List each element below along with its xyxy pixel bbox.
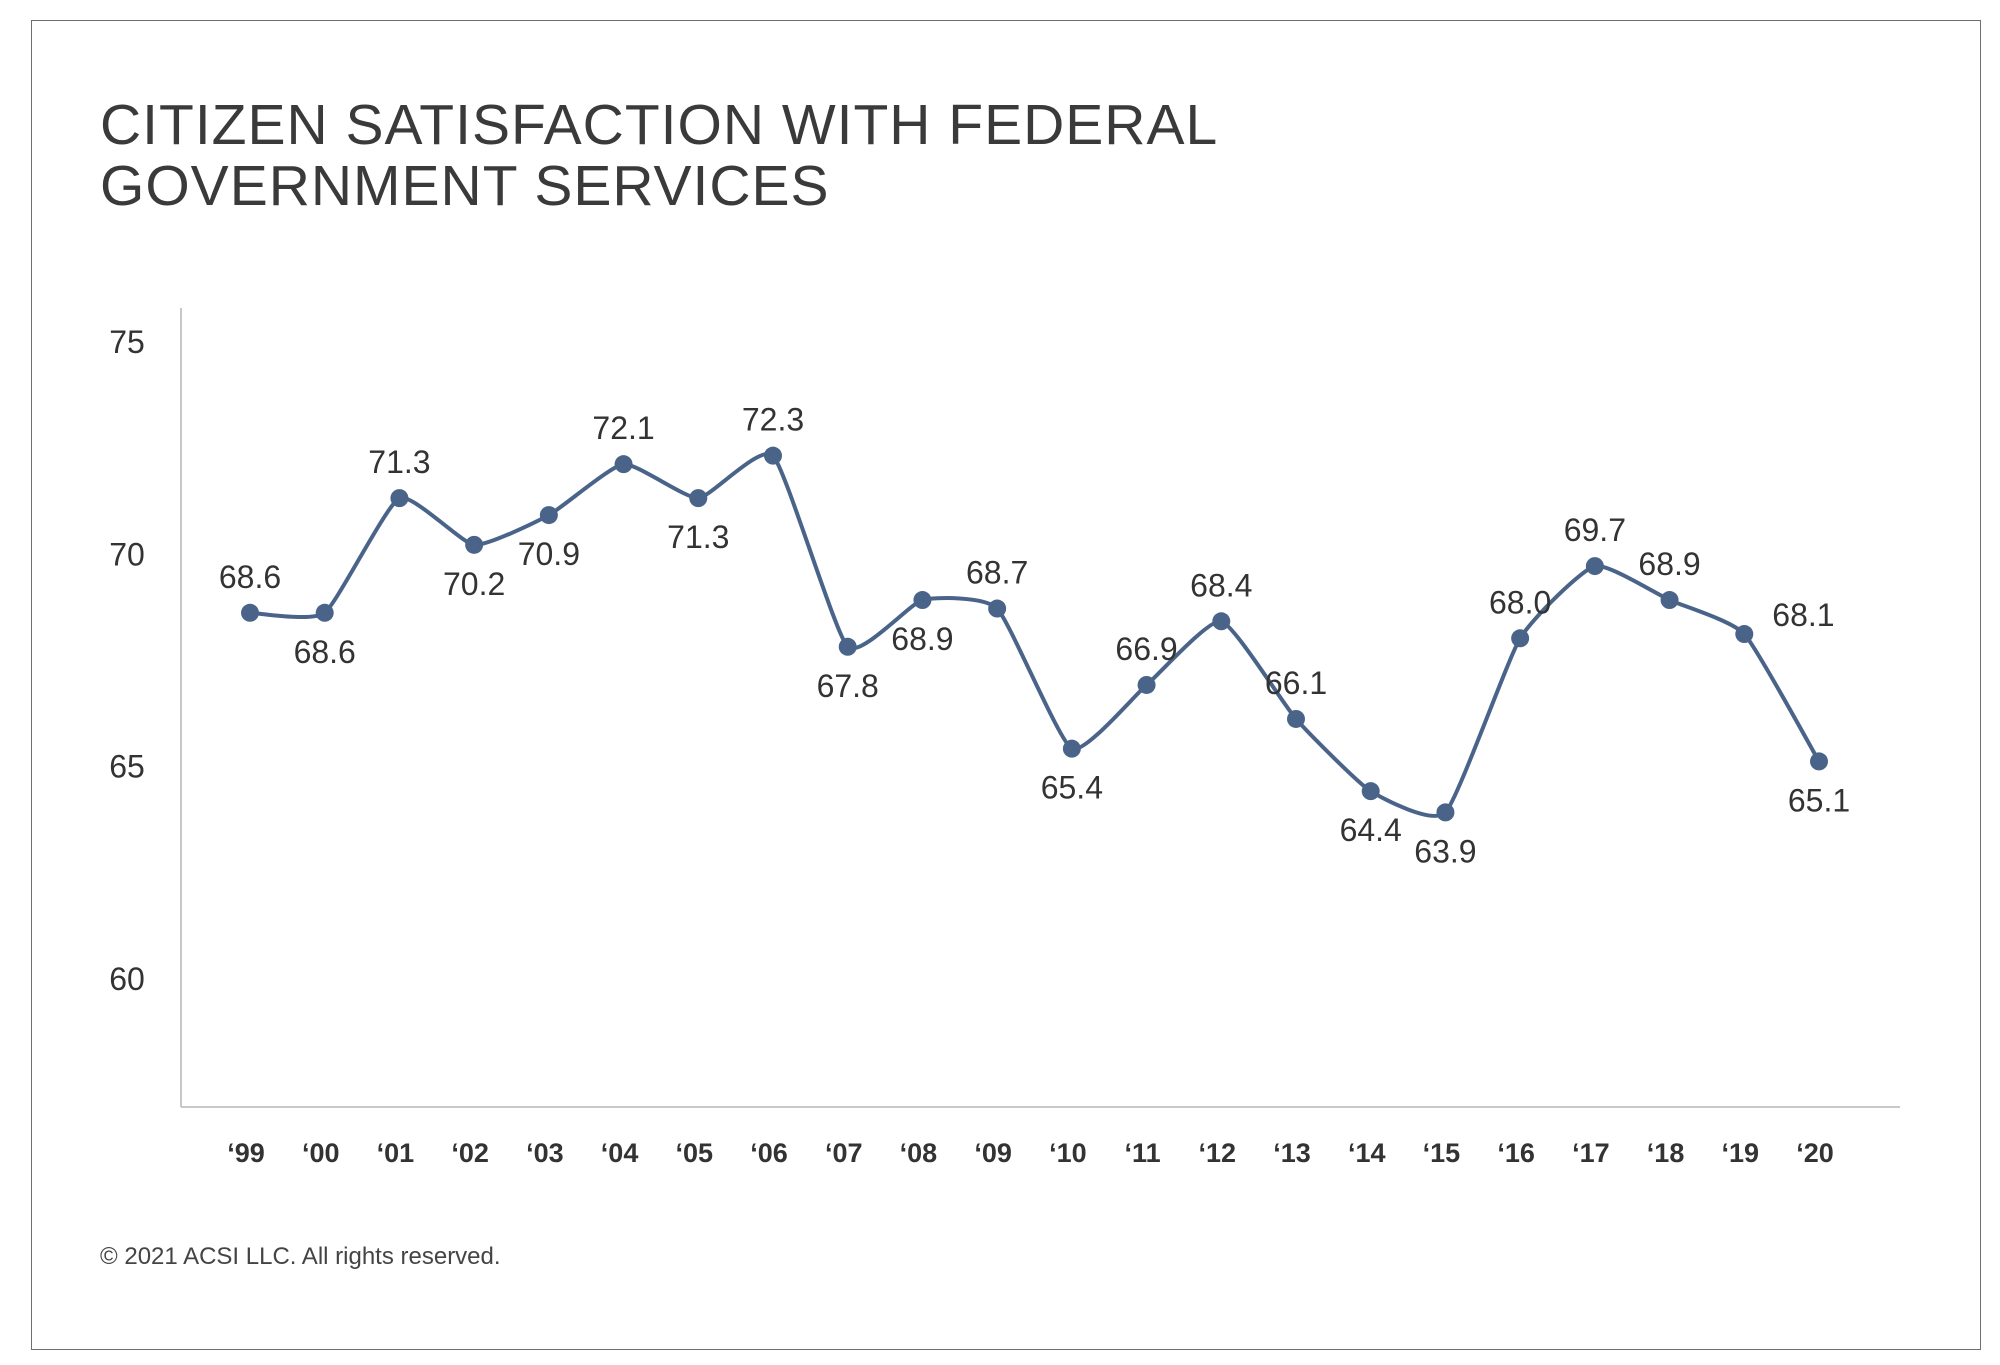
x-tick-label: ‘07	[825, 1138, 863, 1168]
x-tick-label: ‘10	[1049, 1138, 1087, 1168]
data-point	[539, 506, 558, 525]
data-point	[1585, 557, 1604, 576]
data-point	[1361, 782, 1380, 801]
data-point	[1287, 709, 1305, 728]
data-point	[614, 455, 633, 474]
data-label: 70.9	[518, 536, 580, 572]
data-point	[764, 446, 782, 465]
data-label: 65.1	[1788, 782, 1850, 818]
y-tick-label: 60	[109, 961, 145, 997]
data-label: 71.3	[368, 444, 430, 480]
data-label: 66.1	[1265, 665, 1327, 701]
chart-frame	[31, 20, 1981, 1350]
x-tick-label: ‘11	[1125, 1138, 1161, 1168]
data-label: 66.9	[1115, 631, 1177, 667]
data-point	[1810, 752, 1828, 771]
x-tick-label: ‘08	[900, 1138, 938, 1168]
data-points	[241, 446, 1828, 822]
data-point	[241, 603, 259, 622]
data-label: 68.7	[966, 555, 1028, 591]
data-point	[390, 489, 409, 508]
x-tick-label: ‘15	[1423, 1138, 1461, 1168]
x-tick-label: ‘13	[1273, 1138, 1311, 1168]
data-label: 68.6	[219, 559, 281, 595]
x-tick-label: ‘09	[974, 1138, 1012, 1168]
x-tick-labels: ‘99 ‘00 ‘01 ‘02 ‘03 ‘04 ‘05 ‘06 ‘07 ‘08 ‘09 ‘10 ‘11 ‘…	[227, 1138, 1834, 1168]
data-label: 68.6	[294, 634, 356, 670]
data-label: 72.1	[592, 410, 654, 446]
data-labels: 68.6 68.6 71.3 70.2 70.9 72.1 71.3 72.3 67.8 68.9…	[219, 402, 1850, 870]
y-tick-label: 65	[109, 749, 145, 785]
y-tick-labels: 75 70 65 60	[109, 324, 145, 997]
x-tick-label: ‘20	[1796, 1138, 1834, 1168]
series-group	[248, 451, 1821, 818]
data-label: 68.9	[891, 621, 953, 657]
data-point	[689, 489, 708, 508]
data-label: 65.4	[1041, 770, 1103, 806]
chart-axes	[180, 308, 1900, 1108]
data-point	[1137, 675, 1156, 694]
chart-title-line-2: GOVERNMENT SERVICES	[100, 154, 830, 218]
data-point	[1436, 803, 1455, 822]
data-point	[1511, 629, 1530, 648]
y-tick-label: 70	[109, 536, 145, 572]
x-tick-label: ‘12	[1199, 1138, 1237, 1168]
data-label: 72.3	[742, 402, 804, 438]
x-tick-label: ‘16	[1497, 1138, 1535, 1168]
x-tick-label: ‘03	[526, 1138, 564, 1168]
chart-title-line-1: CITIZEN SATISFACTION WITH FEDERAL	[100, 93, 1219, 157]
x-tick-label: ‘14	[1348, 1138, 1386, 1168]
x-tick-label: ‘00	[302, 1138, 340, 1168]
y-tick-label: 75	[109, 324, 145, 360]
data-label: 67.8	[817, 668, 879, 704]
data-label: 68.1	[1772, 597, 1834, 633]
chart-title: CITIZEN SATISFACTION WITH FEDERAL GOVERN…	[100, 95, 1500, 217]
x-tick-label: ‘01	[377, 1138, 415, 1168]
x-tick-label: ‘17	[1572, 1138, 1610, 1168]
data-point	[913, 591, 932, 610]
data-label: 64.4	[1340, 812, 1402, 848]
x-tick-label: ‘02	[451, 1138, 489, 1168]
data-point	[315, 603, 334, 622]
data-point	[1660, 591, 1679, 610]
data-point	[988, 599, 1007, 618]
x-tick-label: ‘04	[601, 1138, 639, 1168]
x-tick-label: ‘99	[227, 1138, 265, 1168]
data-label: 68.9	[1638, 546, 1700, 582]
data-point	[1735, 625, 1754, 644]
data-label: 71.3	[667, 519, 729, 555]
data-point	[1212, 612, 1231, 631]
copyright-footer: © 2021 ACSI LLC. All rights reserved.	[100, 1243, 501, 1270]
x-tick-label: ‘06	[750, 1138, 788, 1168]
series-line	[248, 451, 1821, 818]
data-label: 68.0	[1489, 584, 1551, 620]
data-label: 70.2	[443, 566, 505, 602]
data-point	[465, 535, 484, 554]
data-label: 68.4	[1190, 567, 1252, 603]
data-label: 69.7	[1564, 512, 1626, 548]
x-tick-label: ‘05	[676, 1138, 714, 1168]
data-label: 63.9	[1414, 833, 1476, 869]
data-point	[838, 637, 857, 656]
x-tick-label: ‘19	[1722, 1138, 1760, 1168]
x-tick-label: ‘18	[1647, 1138, 1685, 1168]
data-point	[1062, 739, 1081, 758]
